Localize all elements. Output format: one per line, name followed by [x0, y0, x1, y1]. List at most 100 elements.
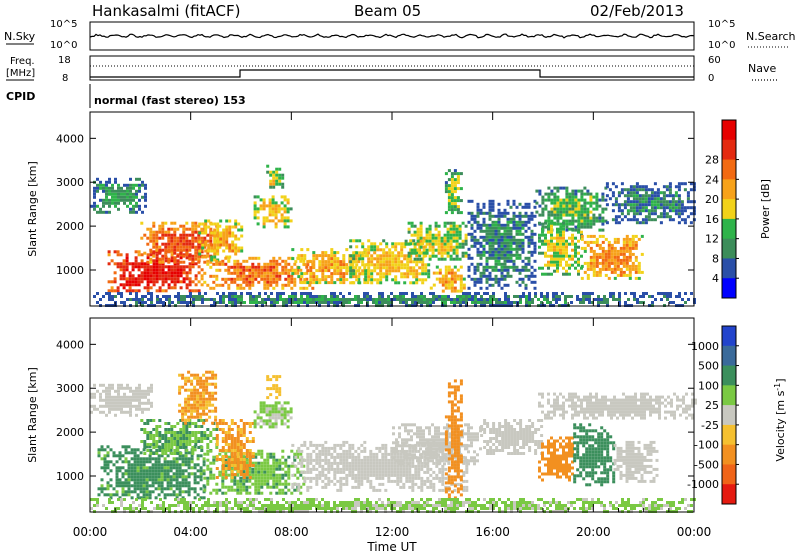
heatmap-cell — [644, 185, 648, 189]
heatmap-cell — [312, 263, 316, 267]
heatmap-cell — [170, 443, 174, 446]
heatmap-cell — [375, 298, 378, 301]
heatmap-cell — [345, 301, 348, 304]
heatmap-cell — [589, 195, 593, 199]
heatmap-cell — [196, 373, 200, 377]
heatmap-cell — [650, 191, 654, 195]
heatmap-cell — [686, 191, 690, 195]
heatmap-cell — [609, 292, 612, 295]
heatmap-cell — [293, 452, 297, 456]
heatmap-cell — [330, 266, 334, 270]
heatmap-cell — [500, 244, 504, 248]
heatmap-cell — [288, 301, 291, 304]
heatmap-cell — [668, 209, 672, 213]
heatmap-cell — [405, 301, 408, 304]
heatmap-cell — [228, 228, 232, 232]
heatmap-cell — [190, 403, 194, 407]
heatmap-cell — [541, 207, 545, 211]
heatmap-cell — [139, 481, 143, 485]
heatmap-cell — [256, 207, 260, 211]
heatmap-cell — [473, 235, 477, 239]
heatmap-cell — [379, 248, 383, 252]
heatmap-cell — [143, 233, 147, 237]
heatmap-cell — [674, 200, 678, 204]
heatmap-cell — [105, 395, 108, 399]
heatmap-cell — [120, 404, 123, 408]
heatmap-cell — [438, 268, 442, 272]
heatmap-cell — [130, 469, 134, 473]
heatmap-cell — [237, 298, 240, 301]
heatmap-cell — [145, 469, 149, 473]
colorbar-tick-label: 8 — [712, 252, 719, 265]
heatmap-cell — [251, 271, 255, 275]
heatmap-cell — [497, 244, 501, 248]
heatmap-cell — [126, 195, 129, 199]
heatmap-cell — [256, 210, 260, 214]
heatmap-cell — [284, 482, 288, 486]
heatmap-cell — [318, 295, 321, 298]
heatmap-cell — [203, 485, 207, 489]
heatmap-cell — [390, 292, 393, 295]
heatmap-cell — [336, 272, 340, 276]
heatmap-cell — [245, 274, 249, 278]
heatmap-cell — [494, 241, 498, 245]
heatmap-cell — [209, 461, 213, 465]
heatmap-cell — [173, 437, 177, 440]
heatmap-cell — [234, 219, 238, 223]
heatmap-cell — [206, 476, 210, 480]
heatmap-cell — [143, 422, 147, 425]
heatmap-cell — [450, 283, 454, 287]
heatmap-cell — [626, 197, 630, 201]
heatmap-cell — [271, 207, 275, 211]
heatmap-cell — [197, 419, 201, 422]
heatmap-cell — [449, 221, 453, 225]
heatmap-cell — [385, 242, 389, 246]
heatmap-cell — [616, 267, 620, 271]
heatmap-cell — [653, 182, 657, 186]
heatmap-cell — [388, 266, 392, 270]
heatmap-cell — [233, 452, 237, 455]
heatmap-cell — [547, 272, 550, 276]
heatmap-cell — [187, 418, 191, 422]
heatmap-cell — [558, 298, 561, 301]
heatmap-cell — [583, 210, 587, 214]
heatmap-cell — [449, 254, 453, 258]
heatmap-cell — [141, 401, 144, 405]
heatmap-cell — [300, 257, 304, 261]
heatmap-cell — [120, 395, 123, 399]
heatmap-cell — [550, 233, 553, 237]
heatmap-cell — [125, 253, 129, 257]
heatmap-cell — [123, 392, 126, 396]
heatmap-cell — [175, 496, 179, 500]
heatmap-cell — [99, 183, 102, 187]
heatmap-cell — [115, 484, 119, 488]
heatmap-cell — [132, 183, 135, 187]
heatmap-cell — [598, 198, 602, 202]
heatmap-cell — [378, 292, 381, 295]
heatmap-cell — [565, 263, 568, 267]
heatmap-cell — [231, 240, 235, 244]
heatmap-cell — [260, 491, 264, 495]
heatmap-cell — [123, 401, 126, 405]
heatmap-cell — [421, 257, 425, 261]
heatmap-cell — [266, 461, 270, 465]
heatmap-cell — [583, 201, 587, 205]
heatmap-cell — [142, 478, 146, 482]
heatmap-cell — [530, 217, 534, 221]
heatmap-cell — [414, 295, 417, 298]
heatmap-cell — [357, 295, 360, 298]
heatmap-cell — [610, 243, 614, 247]
heatmap-cell — [528, 301, 531, 304]
heatmap-cell — [446, 236, 450, 240]
heatmap-cell — [459, 277, 463, 281]
heatmap-cell — [629, 188, 633, 192]
heatmap-cell — [224, 422, 228, 425]
heatmap-cell — [339, 263, 343, 267]
heatmap-cell — [582, 292, 585, 295]
heatmap-cell — [538, 189, 542, 193]
heatmap-cell — [327, 254, 331, 258]
heatmap-cell — [146, 422, 150, 425]
heatmap-cell — [470, 223, 474, 227]
heatmap-cell — [665, 188, 669, 192]
